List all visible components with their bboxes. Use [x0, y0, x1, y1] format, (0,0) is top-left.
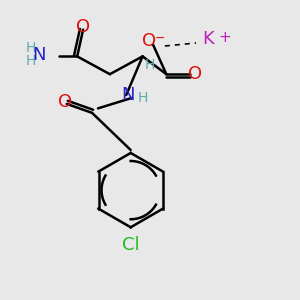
Text: −: − [154, 32, 165, 44]
Text: O: O [76, 18, 90, 36]
Text: K: K [202, 29, 214, 47]
Text: N: N [121, 86, 134, 104]
Text: O: O [58, 93, 72, 111]
Text: N: N [32, 46, 45, 64]
Text: H: H [26, 41, 36, 56]
Text: O: O [188, 65, 202, 83]
Text: H: H [145, 58, 155, 72]
Text: +: + [218, 30, 231, 45]
Text: O: O [142, 32, 157, 50]
Text: H: H [26, 54, 36, 68]
Text: H: H [137, 91, 148, 105]
Text: Cl: Cl [122, 236, 140, 254]
